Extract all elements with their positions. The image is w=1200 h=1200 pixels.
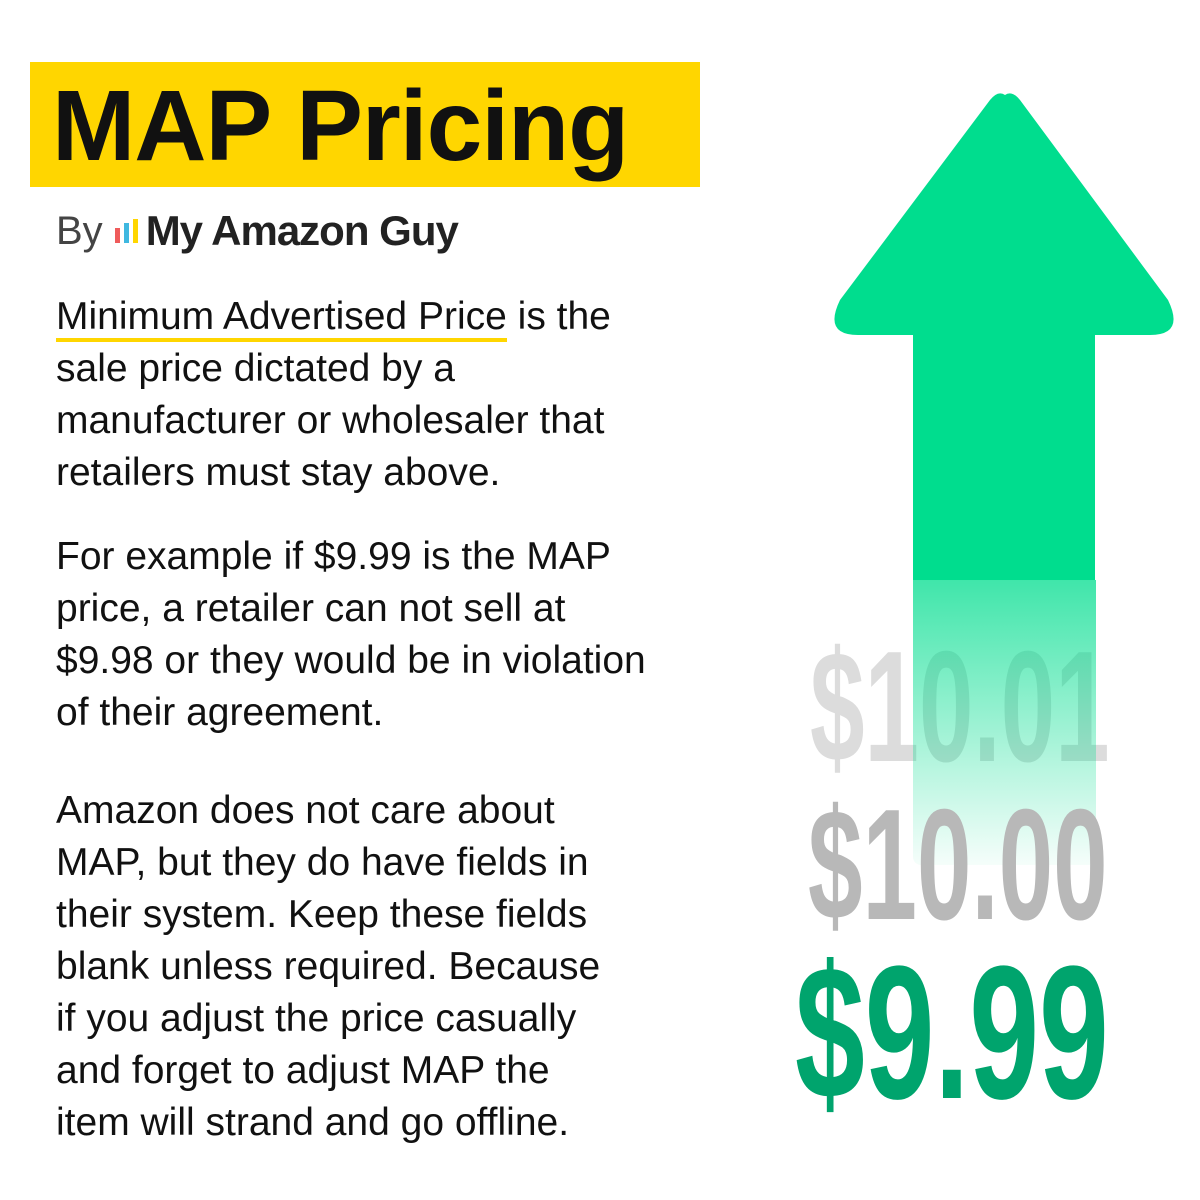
price-10-00: $10.00: [808, 777, 1108, 953]
title-highlight: [30, 62, 700, 187]
text-line: Amazon does not care about: [56, 789, 555, 832]
text-line: and forget to adjust MAP the: [56, 1049, 550, 1092]
text-line: is the: [506, 295, 611, 338]
byline: By My Amazon Guy: [56, 206, 459, 256]
paragraph-amazon: Amazon does not care about MAP, but they…: [56, 785, 600, 1149]
paragraph-definition: Minimum Advertised Price is the sale pri…: [56, 291, 611, 499]
text-line: MAP, but they do have fields in: [56, 841, 589, 884]
price-9-99: $9.99: [795, 927, 1109, 1139]
brand-name: My Amazon Guy: [145, 207, 459, 254]
text-line: of their agreement.: [56, 691, 384, 734]
text-line: For example if $9.99 is the MAP: [56, 535, 611, 578]
brand-logo-icon: [114, 219, 138, 243]
text-line: retailers must stay above.: [56, 451, 501, 494]
text-line: sale price dictated by a: [56, 347, 455, 390]
text-line: if you adjust the price casually: [56, 997, 577, 1040]
text-line: $9.98 or they would be in violation: [56, 639, 646, 682]
text-line: manufacturer or wholesaler that: [56, 399, 605, 442]
text-line: price, a retailer can not sell at: [56, 587, 566, 630]
text-line: blank unless required. Because: [56, 945, 601, 988]
text-line: their system. Keep these fields: [56, 893, 588, 936]
paragraph-example: For example if $9.99 is the MAP price, a…: [56, 531, 646, 739]
highlight-term: Minimum Advertised Price: [56, 295, 507, 342]
arrow-shaft-fade: [913, 580, 1096, 865]
text-line: item will strand and go offline.: [56, 1101, 570, 1144]
byline-by: By: [56, 208, 103, 253]
page-title: MAP Pricing: [52, 70, 629, 182]
